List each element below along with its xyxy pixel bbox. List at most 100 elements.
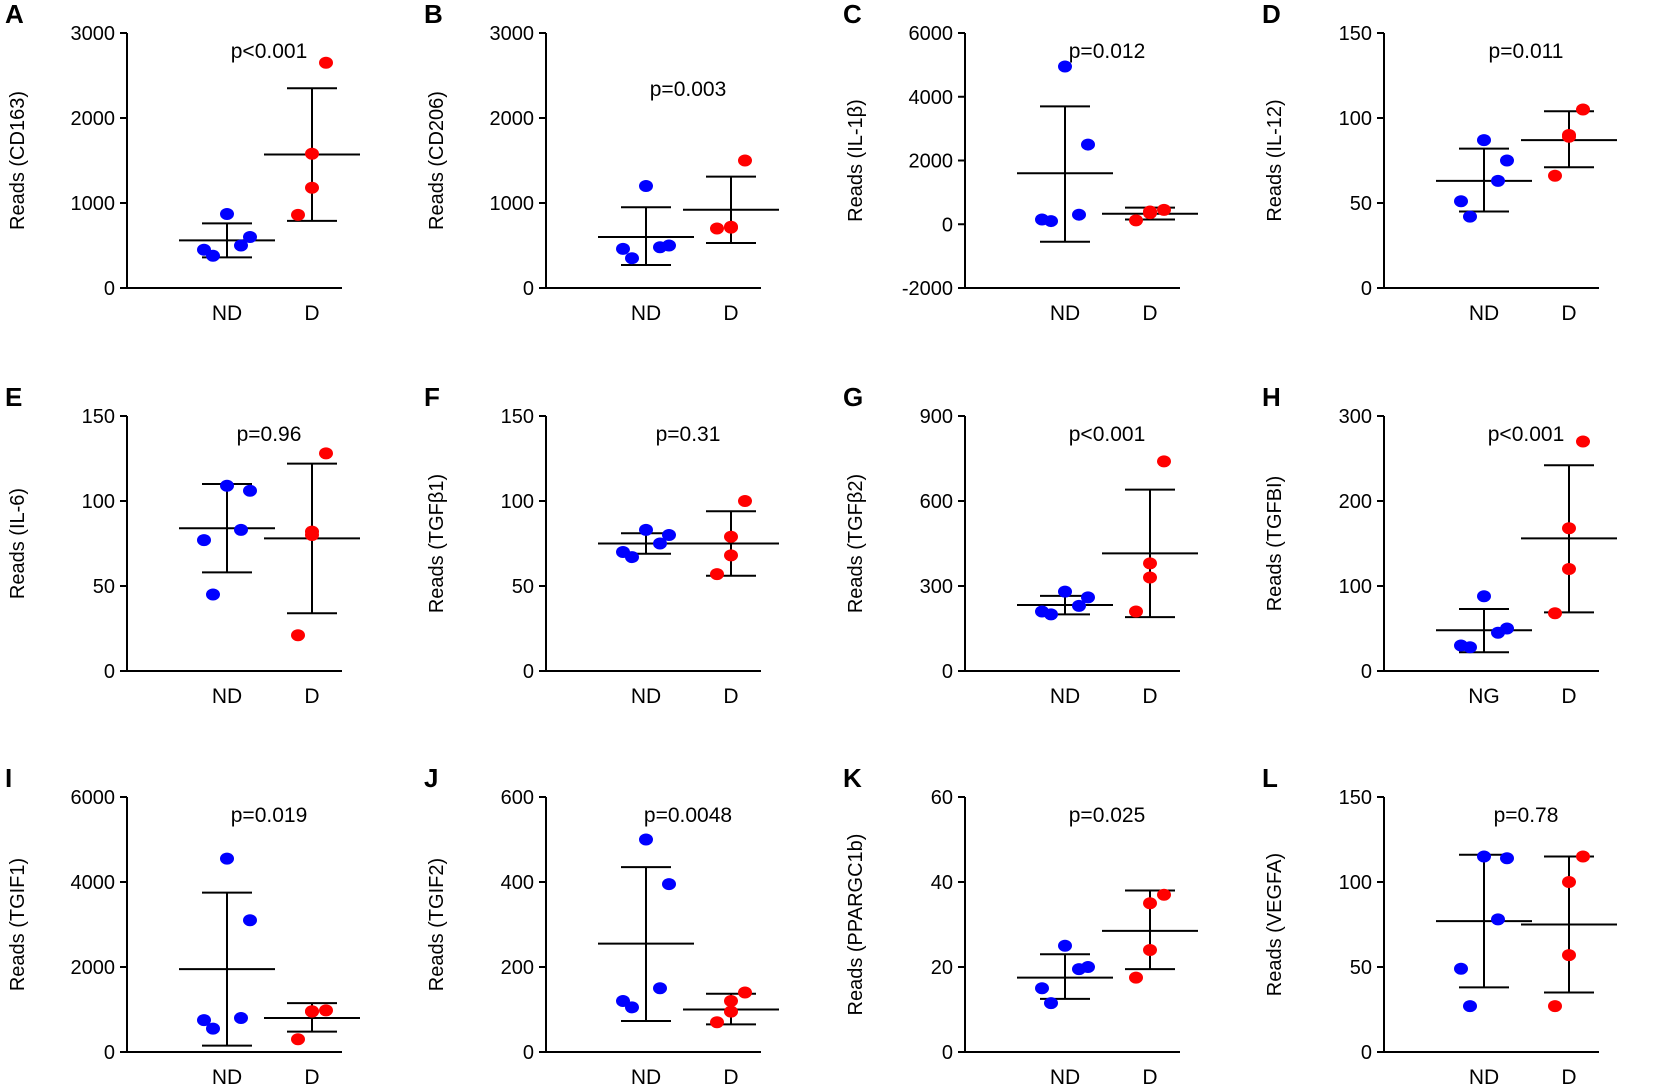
data-point (206, 249, 220, 262)
data-point (291, 629, 305, 642)
y-tick-label: 60 (931, 787, 953, 809)
panel-letter: L (1262, 763, 1278, 793)
y-axis-title: Reads (TGIF1) (7, 858, 29, 991)
y-tick-label: 0 (523, 1042, 534, 1064)
data-point (1143, 207, 1157, 220)
data-point (1157, 203, 1171, 216)
y-tick-label: -2000 (902, 278, 953, 300)
data-point (305, 147, 319, 160)
panel-letter: K (843, 763, 862, 793)
data-point (220, 852, 234, 865)
data-point (1072, 599, 1086, 612)
data-point (1548, 607, 1562, 620)
y-tick-label: 2000 (71, 108, 116, 130)
y-tick-label: 3000 (71, 23, 116, 45)
x-tick-label: ND (631, 1066, 661, 1087)
data-point (639, 180, 653, 192)
p-value-annotation: p=0.019 (231, 804, 308, 827)
data-point (319, 447, 333, 460)
data-point (305, 181, 319, 194)
y-tick-label: 150 (82, 406, 115, 428)
y-tick-label: 300 (1339, 406, 1372, 428)
y-axis-title: Reads (IL-1β) (845, 99, 867, 222)
data-point (234, 239, 248, 252)
data-point (1548, 169, 1562, 182)
data-point (234, 1012, 248, 1024)
x-tick-label: D (723, 1066, 738, 1087)
y-axis-title: Reads (TGFβ2) (845, 474, 867, 613)
y-axis-title: Reads (IL-6) (7, 488, 29, 599)
data-point (1477, 590, 1491, 603)
data-point (1157, 888, 1171, 901)
panel-d: D 0 50 100 150 Reads (IL-12) p=0.011 ND D (1262, 0, 1617, 325)
x-tick-label: ND (631, 685, 661, 708)
y-tick-label: 50 (93, 576, 115, 598)
x-tick-label: D (723, 302, 738, 325)
data-point (1562, 876, 1576, 888)
data-point (1072, 963, 1086, 976)
data-point (220, 208, 234, 221)
data-point (1491, 913, 1505, 926)
x-tick-label: ND (1050, 1066, 1080, 1087)
data-point (243, 484, 257, 497)
data-point (197, 534, 211, 547)
data-point (1576, 850, 1590, 863)
data-point (662, 529, 676, 541)
y-tick-label: 50 (512, 576, 534, 598)
data-point (1081, 138, 1095, 151)
panel-letter: F (424, 382, 440, 412)
data-point (1477, 134, 1491, 147)
y-tick-label: 200 (501, 957, 534, 979)
y-tick-label: 50 (1350, 193, 1372, 215)
p-value-annotation: p=0.012 (1069, 40, 1146, 63)
y-tick-label: 2000 (490, 108, 535, 130)
data-point (1562, 522, 1576, 535)
x-tick-label: D (304, 1066, 319, 1087)
data-point (1454, 962, 1468, 975)
y-tick-label: 0 (1361, 1042, 1372, 1064)
data-point (625, 1001, 639, 1014)
data-point (1157, 455, 1171, 468)
data-point (1143, 897, 1157, 910)
y-tick-label: 4000 (909, 87, 954, 109)
y-tick-label: 0 (942, 661, 953, 683)
y-tick-label: 0 (104, 661, 115, 683)
data-point (234, 523, 248, 536)
data-point (1576, 435, 1590, 448)
p-value-annotation: p<0.001 (1069, 423, 1146, 446)
panel-letter: B (424, 0, 443, 29)
data-point (653, 982, 667, 995)
panel-letter: H (1262, 382, 1281, 412)
data-point (1044, 997, 1058, 1010)
panel-letter: C (843, 0, 862, 29)
data-point (243, 914, 257, 927)
y-tick-label: 100 (501, 491, 534, 513)
data-point (1576, 103, 1590, 116)
data-point (1491, 174, 1505, 187)
panel-letter: E (5, 382, 22, 412)
data-point (1044, 608, 1058, 621)
panel-k: K 0 20 40 60 Reads (PPARGC1b) p=0.025 ND D (843, 763, 1198, 1087)
panel-letter: G (843, 382, 863, 412)
y-axis-title: Reads (PPARGC1b) (845, 834, 867, 1016)
y-tick-label: 300 (920, 576, 953, 598)
data-point (724, 221, 738, 234)
y-tick-label: 100 (1339, 576, 1372, 598)
data-point (291, 1033, 305, 1046)
data-point (738, 154, 752, 167)
y-tick-label: 4000 (71, 872, 116, 894)
x-tick-label: NG (1468, 685, 1500, 708)
data-point (305, 529, 319, 541)
y-tick-label: 0 (942, 1042, 953, 1064)
panel-letter: A (5, 0, 24, 29)
panel-j: J 0 200 400 600 Reads (TGIF2) p=0.0048 ND D (424, 763, 779, 1087)
p-value-annotation: p=0.78 (1494, 804, 1559, 827)
data-point (243, 231, 257, 243)
data-point (305, 1005, 319, 1018)
data-point (291, 208, 305, 221)
data-point (1044, 215, 1058, 228)
y-axis-title: Reads (TGFβ1) (426, 474, 448, 613)
x-tick-label: D (1561, 1066, 1576, 1087)
data-point (1562, 949, 1576, 962)
data-point (1035, 982, 1049, 995)
